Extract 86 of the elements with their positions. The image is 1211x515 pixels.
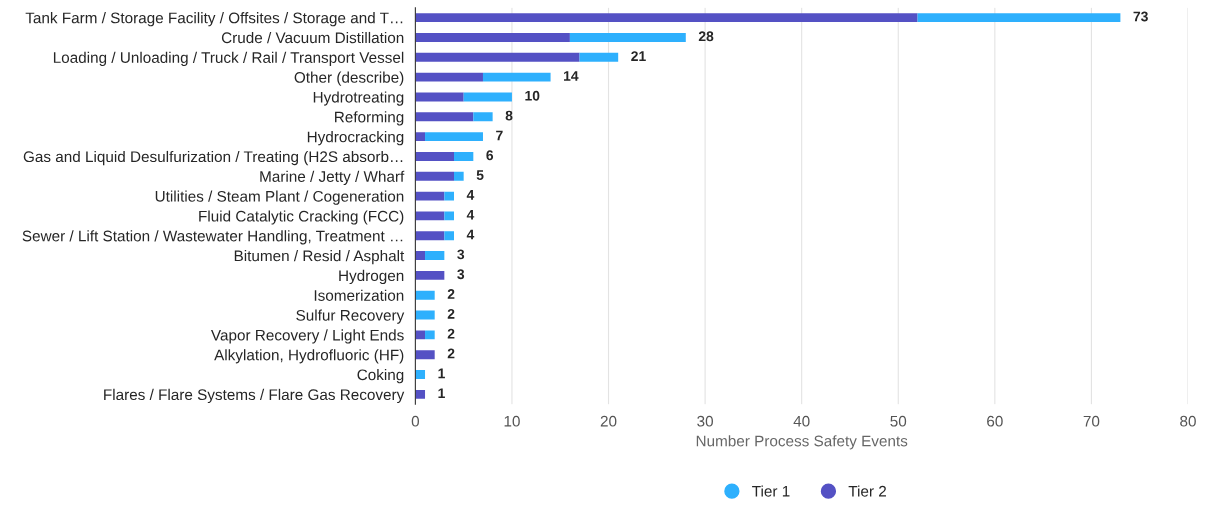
y-tick-label: Coking [357,369,404,384]
total-label: 14 [564,71,579,81]
x-tick-label: 30 [697,415,713,427]
bar [444,191,454,201]
y-tick-label: Alkylation, Hydrofluoric (HF) [214,349,404,364]
y-tick-label: Utilities / Steam Plant / Cogeneration [155,190,404,205]
total-label: 4 [466,229,475,240]
bar [415,370,426,379]
total-label: 6 [486,150,494,161]
bar [425,132,483,142]
bar [415,151,454,161]
bar [473,112,493,122]
bar [415,112,474,122]
bar [482,72,551,82]
x-tick-label: 80 [1180,415,1196,427]
bar [415,13,918,23]
total-label: 3 [457,249,465,260]
x-tick-label: 20 [600,415,617,427]
y-tick-label: Bitumen / Resid / Asphalt [234,250,405,265]
bar [415,171,454,181]
bar [425,251,445,261]
bar [454,171,464,181]
total-label: 2 [447,348,455,359]
bar [415,270,445,280]
total-label: 1 [438,388,445,398]
y-tick-label: Isomerization [314,289,404,301]
total-label: 7 [496,130,503,141]
bar [415,310,435,320]
bar [415,251,426,261]
total-label: 8 [505,110,513,121]
x-tick-label: 50 [890,415,907,427]
x-tick-label: 40 [793,415,810,427]
total-label: 1 [438,368,445,379]
total-label: 73 [1133,11,1148,22]
total-label: 2 [447,328,455,339]
total-label: 28 [698,31,714,42]
y-tick-label: Sewer / Lift Station / Wastewater Handling, Treatment … [22,230,403,245]
bar [454,151,474,161]
x-tick-label: 0 [411,415,420,427]
x-tick-label: 10 [504,415,520,427]
y-tick-label: Fluid Catalytic Cracking (FCC) [199,210,404,225]
bar [415,211,445,221]
y-tick-label: Hydrotreating [313,91,404,106]
bar [917,13,1121,23]
bar [415,52,580,62]
y-tick-label: Marine / Jetty / Wharf [260,170,405,185]
bar [415,290,435,300]
bar [415,92,464,102]
y-tick-label: Crude / Vacuum Distillation [221,31,404,44]
y-tick-label: Hydrocracking [307,131,404,146]
total-label: 4 [466,209,475,220]
total-label: 21 [631,51,646,61]
y-tick-label: Flares / Flare Systems / Flare Gas Recovery [104,388,405,404]
y-tick-label: Gas and Liquid Desulfurization / Treating (H2S absorb… [23,150,403,166]
y-tick-label: Loading / Unloading / Truck / Rail / Transport Vessel [53,51,404,66]
bar [444,231,454,241]
total-label: 5 [476,170,484,180]
total-label: 10 [525,90,540,101]
bar [579,52,619,62]
total-label: 2 [447,308,455,319]
bar [415,33,570,42]
bar [415,389,426,399]
y-tick-label: Sulfur Recovery [296,309,405,324]
x-axis-title: Number Process Safety Events [696,435,908,450]
y-tick-label: Vapor Recovery / Light Ends [211,329,404,344]
legend-label: Tier 1 [752,485,790,497]
bar [415,132,426,142]
bar [444,211,454,221]
y-tick-label: Reforming [335,111,404,126]
y-tick-label: Hydrogen [339,269,404,285]
y-tick-label: Tank Farm / Storage Facility / Offsites / Storage and T… [25,12,403,27]
legend-label: Tier 2 [848,485,886,497]
total-label: 3 [457,269,465,280]
total-label: 4 [466,190,475,200]
bar [569,33,686,42]
bar [415,191,445,201]
bar [463,92,512,102]
bar [415,330,426,340]
bar [415,231,445,241]
total-label: 2 [447,289,455,299]
y-tick-label: Other (describe) [294,71,404,86]
bar [425,330,435,340]
x-tick-label: 70 [1083,415,1100,427]
bar [415,72,483,82]
x-tick-label: 60 [987,415,1003,427]
bar [415,350,435,360]
